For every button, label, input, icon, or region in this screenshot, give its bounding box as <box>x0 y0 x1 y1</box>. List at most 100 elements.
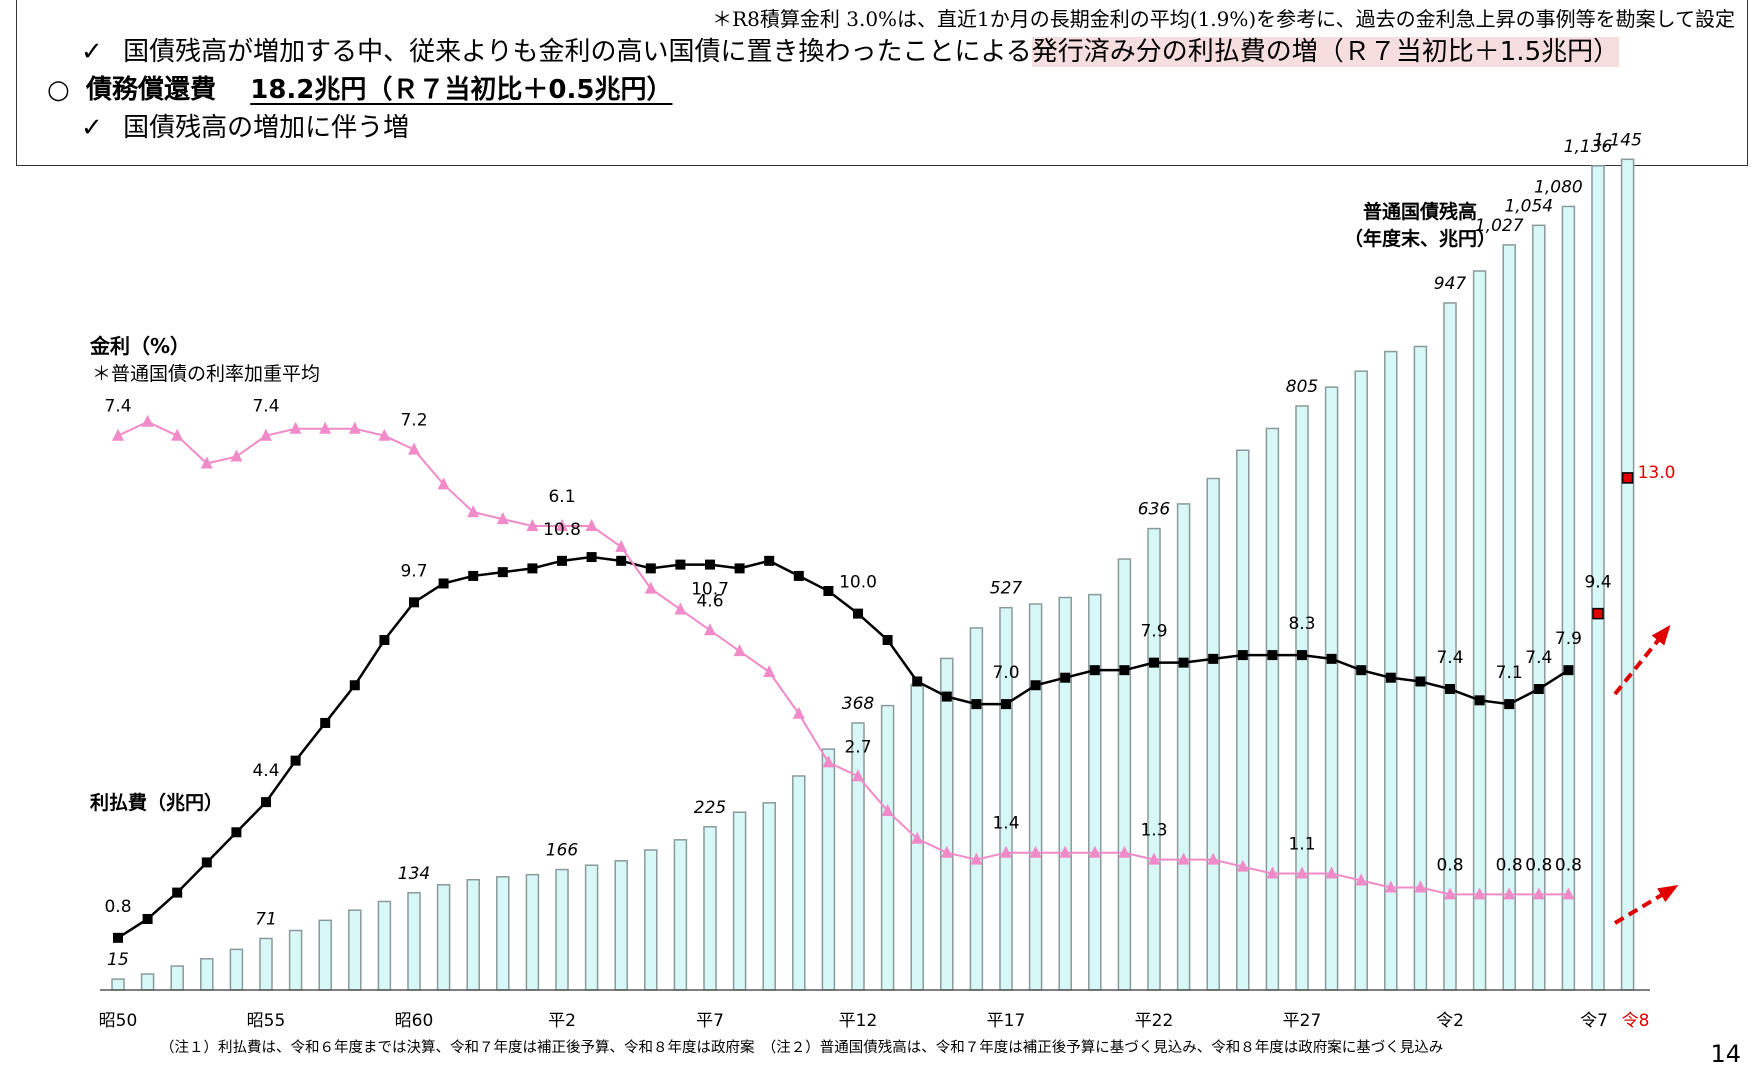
interest-payment-label: 7.4 <box>1436 648 1463 668</box>
debt-bar <box>1620 158 1635 991</box>
debt-value-label: 805 <box>1286 377 1318 397</box>
interest-payment-marker <box>1563 665 1574 676</box>
debt-bar <box>703 826 717 991</box>
interest-rate-marker <box>378 428 391 441</box>
interest-rate-label: 0.8 <box>1436 855 1463 875</box>
x-tick-label: 昭50 <box>99 1011 138 1031</box>
forecast-arrow-rate-head <box>1657 884 1679 903</box>
interest-payment-label: 0.8 <box>104 897 131 917</box>
circle-bullet-icon: ○ <box>47 75 70 105</box>
page-number: 14 <box>1710 1040 1741 1068</box>
debt-axis-unit: （年度末、兆円） <box>1344 227 1496 250</box>
interest-payment-marker <box>1356 665 1367 676</box>
interest-payment-marker <box>409 597 419 608</box>
debt-bar <box>1206 477 1220 991</box>
interest-rate-marker <box>1325 866 1338 879</box>
interest-rate-label: 2.7 <box>844 737 871 757</box>
interest-rate-marker <box>1059 845 1072 858</box>
interest-rate-marker <box>733 644 746 657</box>
interest-increase-text: 国債残高が増加する中、従来よりも金利の高い国債に置き換わったことによる <box>123 37 1032 67</box>
interest-payment-marker <box>231 827 242 838</box>
interest-rate-marker <box>141 414 154 427</box>
interest-payment-marker <box>971 699 982 710</box>
debt-value-label: 1,136 <box>1564 137 1613 157</box>
interest-rate-marker <box>1207 852 1220 865</box>
interest-rate-marker <box>1444 887 1456 900</box>
x-tick-label: 令2 <box>1436 1011 1464 1031</box>
interest-rate-marker <box>1532 887 1545 900</box>
debt-increase-text: 国債残高の増加に伴う増 <box>123 113 410 143</box>
debt-value-label: 1,027 <box>1475 216 1524 236</box>
interest-payment-marker <box>1149 657 1159 668</box>
debt-bar <box>288 929 303 991</box>
debt-value-label: 15 <box>107 950 129 970</box>
debt-bar <box>200 958 214 991</box>
interest-payment-marker <box>1267 650 1278 661</box>
debt-value-label: 947 <box>1434 274 1467 294</box>
interest-payment-marker <box>1178 657 1189 668</box>
interest-payment-label: 7.4 <box>1525 648 1552 668</box>
debt-bar <box>732 811 747 991</box>
debt-bar <box>1117 558 1132 991</box>
interest-rate-marker <box>1148 852 1160 865</box>
interest-payment-marker <box>113 932 123 943</box>
forecast-arrow-interest-head <box>1651 624 1671 646</box>
interest-payment-marker <box>941 691 952 702</box>
interest-assumption-note: ＊R8積算金利 3.0%は、直近1か月の長期金利の平均(1.9%)を参考に、過去… <box>712 7 1735 31</box>
debt-bar <box>1295 405 1309 991</box>
check-icon: ✓ <box>81 37 103 67</box>
interest-rate-label: 7.4 <box>252 397 279 417</box>
interest-rate-marker <box>852 769 864 782</box>
x-tick-label: 平27 <box>1283 1011 1322 1031</box>
x-tick-label: 平17 <box>987 1011 1026 1031</box>
interest-rate-marker <box>1296 866 1308 879</box>
interest-payment-line <box>117 555 1570 939</box>
interest-payment-marker <box>261 797 271 808</box>
interest-rate-marker <box>556 519 568 532</box>
debt-value-label: 166 <box>546 841 579 861</box>
interest-rate-marker <box>289 421 302 434</box>
interest-payment-marker <box>1237 650 1248 661</box>
interest-rate-marker <box>1236 859 1249 872</box>
debt-value-label: 527 <box>990 579 1023 599</box>
debt-bar <box>1058 596 1072 991</box>
debt-bar <box>1176 503 1191 991</box>
interest-payment-label: 10.8 <box>543 520 581 540</box>
interest-payment-marker <box>1533 684 1544 695</box>
interest-payment-marker <box>1001 699 1011 710</box>
interest-rate-marker <box>615 539 628 552</box>
interest-payment-marker <box>438 578 449 589</box>
debt-bar <box>140 973 155 991</box>
debt-bar <box>1028 603 1043 991</box>
interest-payment-marker <box>1504 699 1515 710</box>
interest-rate-marker <box>200 456 213 469</box>
interest-rate-marker <box>1000 845 1012 858</box>
interest-payment-label: 7.0 <box>992 663 1019 683</box>
interest-payment-marker <box>675 559 686 570</box>
debt-redemption-heading: ○ 債務償還費 18.2兆円（Ｒ７当初比＋0.5兆円） <box>47 69 672 106</box>
interest-rate-marker <box>408 442 420 455</box>
debt-value-label: 636 <box>1138 500 1171 520</box>
interest-rate-marker <box>260 428 272 441</box>
interest-rate-marker <box>1088 845 1101 858</box>
debt-value-label: 134 <box>398 864 430 884</box>
interest-payment-marker <box>1445 684 1455 695</box>
debt-axis-title: 普通国債残高 <box>1363 200 1477 223</box>
interest-rate-marker <box>792 706 805 719</box>
interest-rate-label: 0.8 <box>1525 855 1552 875</box>
bullet-debt-increase: ✓ 国債残高の増加に伴う増 <box>81 107 409 144</box>
debt-bar <box>1354 370 1368 991</box>
forecast-arrow-rate <box>1613 885 1677 925</box>
debt-bar <box>1502 244 1516 991</box>
interest-rate-marker <box>1266 866 1279 879</box>
debt-bar <box>1384 350 1398 991</box>
interest-payment-marker <box>853 608 863 619</box>
interest-rate-marker <box>1177 852 1190 865</box>
check-icon: ✓ <box>81 113 103 143</box>
interest-rate-label: 1.4 <box>992 814 1019 834</box>
interest-payment-marker <box>1060 672 1071 683</box>
debt-bar <box>229 948 244 991</box>
debt-bar <box>259 937 273 991</box>
interest-payment-marker <box>1297 650 1307 661</box>
